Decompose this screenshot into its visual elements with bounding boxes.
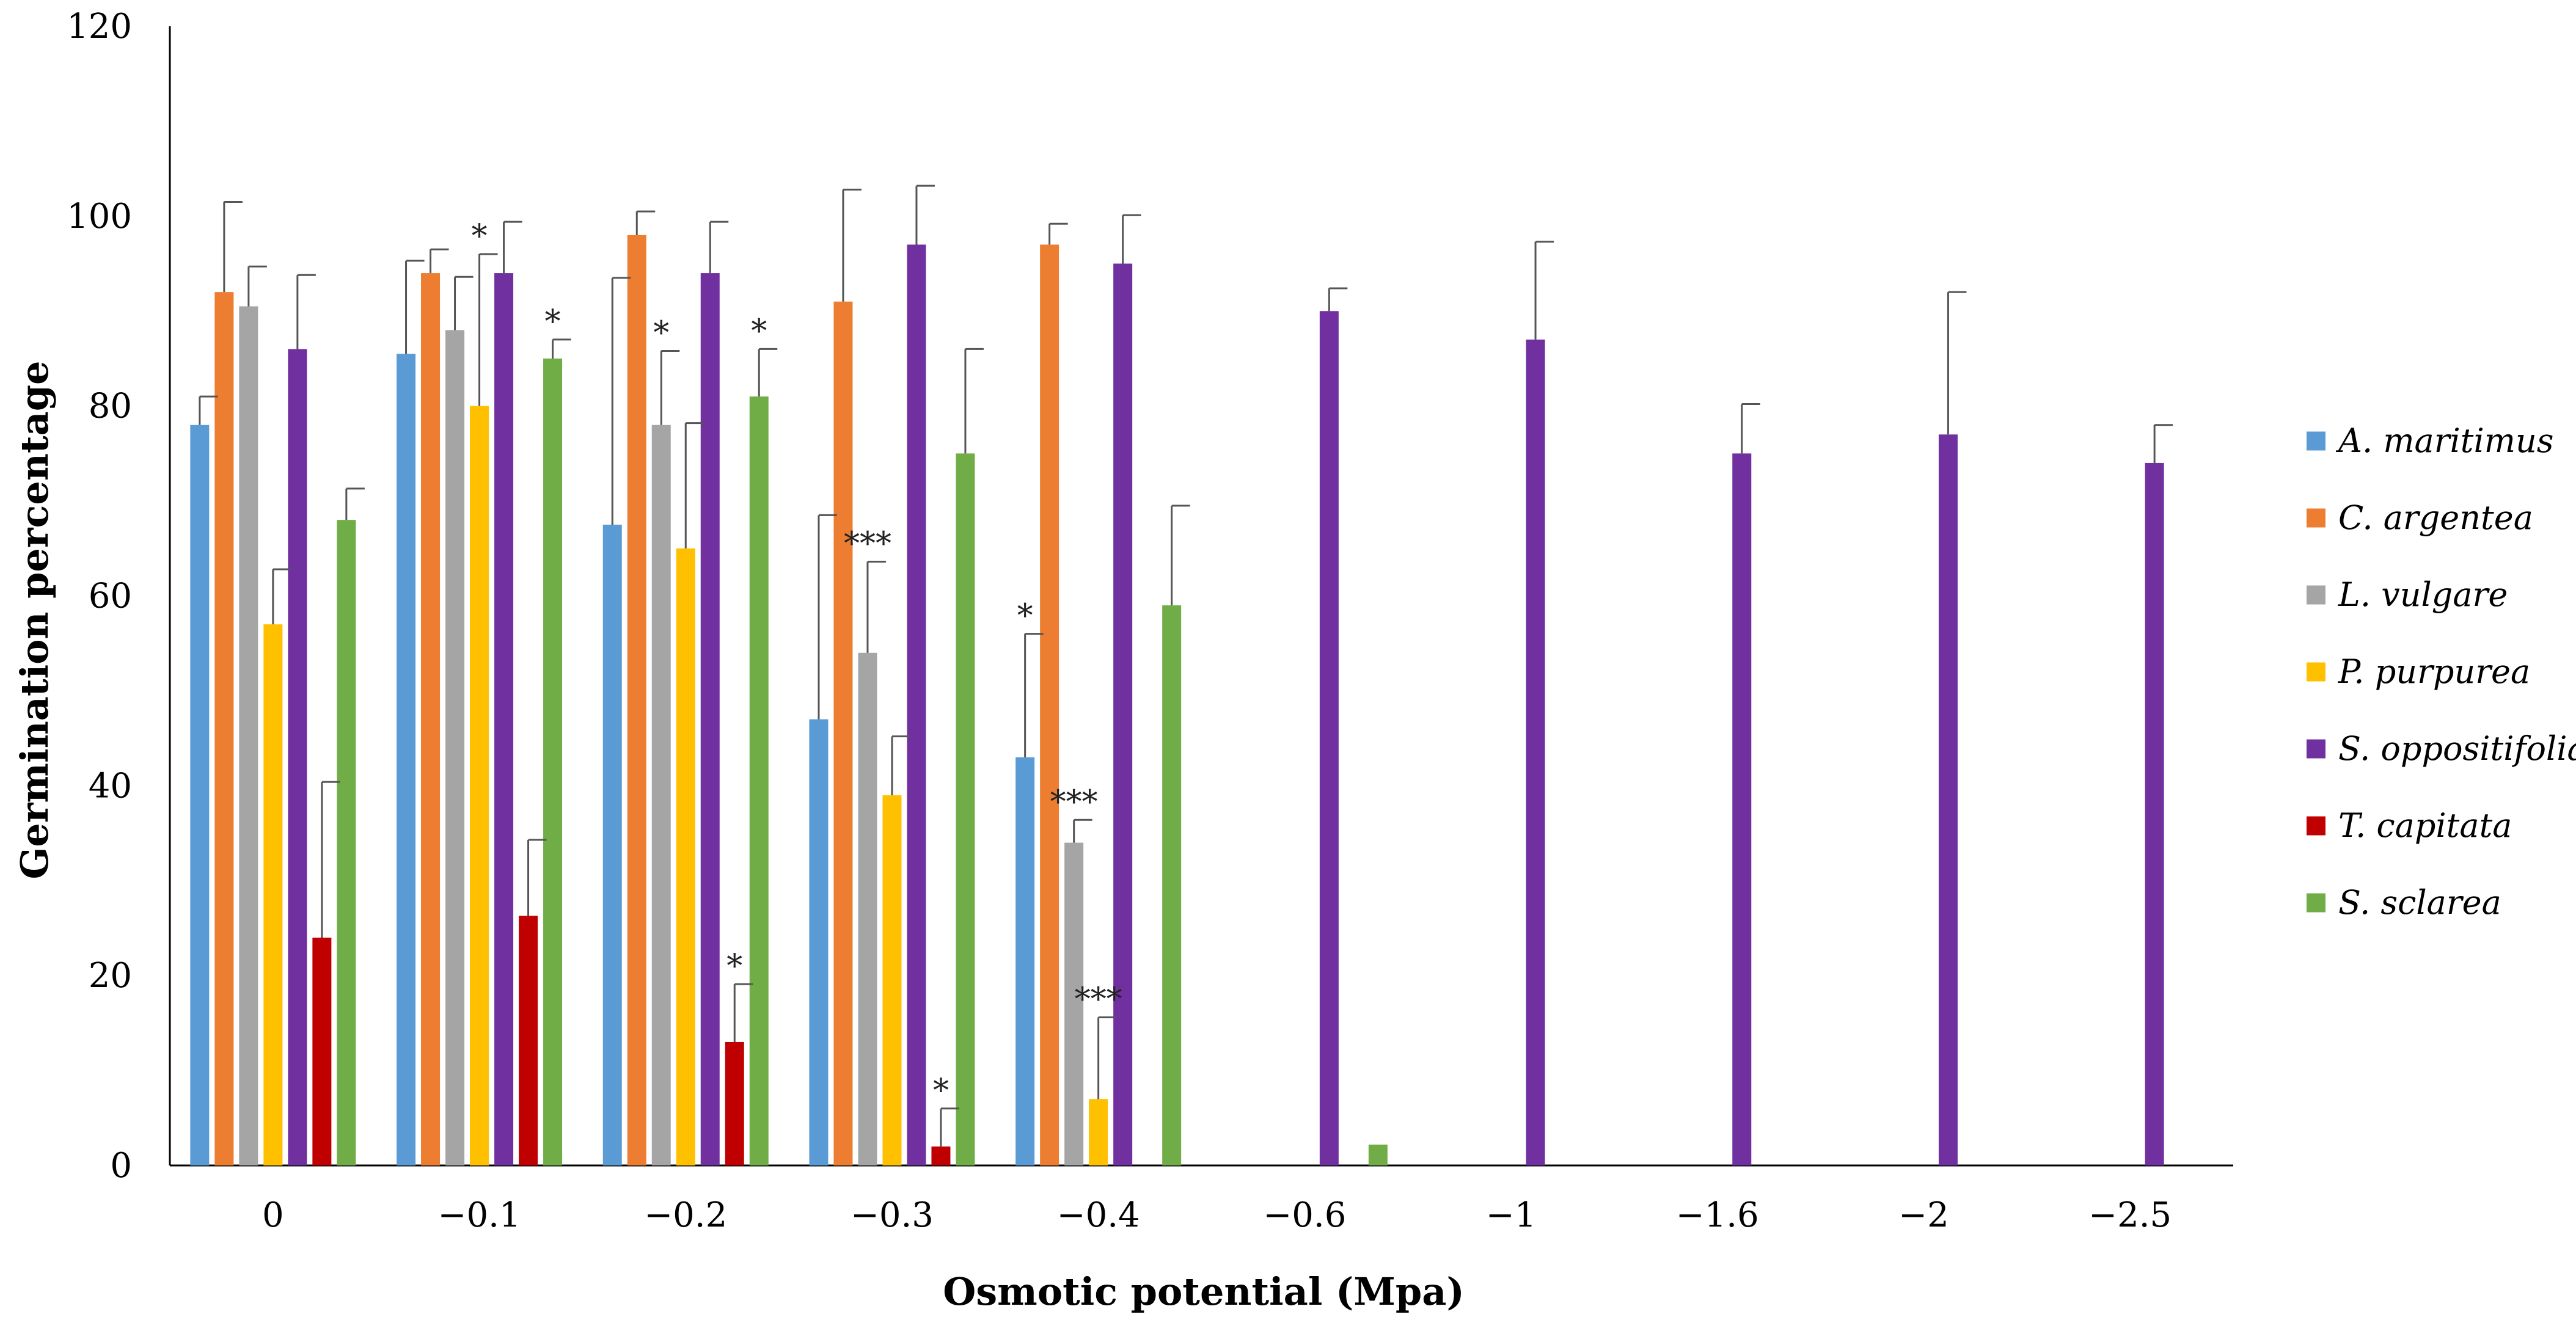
x-tick-label: −0.6 [1263,1195,1346,1235]
bar [833,301,853,1165]
legend-swatch [2307,893,2325,913]
significance-marker: * [751,313,767,349]
legend-label: C. argentea [2338,498,2533,537]
bars [190,235,2164,1166]
bar [397,354,416,1165]
legend-label: S. oppositifolia [2338,729,2576,768]
bar [1064,842,1084,1165]
bar [1015,757,1035,1165]
bar [1526,339,1545,1165]
x-tick-label: −0.4 [1057,1195,1140,1235]
bar [627,235,646,1166]
bar [749,396,769,1165]
significance-marker: * [545,304,561,340]
legend-swatch [2307,585,2325,605]
significance-marker: *** [1050,784,1098,820]
significance-marker: * [653,315,669,352]
x-tick-label: −2 [1898,1195,1949,1235]
bar [519,916,538,1165]
legend-swatch [2307,431,2325,451]
legend-swatch [2307,816,2325,836]
bar [907,244,926,1165]
legend: A. maritimus C. argentea L. vulgare P. purp… [2307,421,2576,922]
y-tick-label: 100 [67,197,132,236]
significance-marker: * [1017,598,1033,635]
bar [2145,462,2164,1165]
y-tick-label: 120 [67,7,132,46]
legend-label: T. capitata [2338,806,2512,845]
x-tick-label: −0.2 [644,1195,727,1235]
bar [1089,1099,1108,1165]
bar [700,273,720,1165]
y-axis: 0 20 40 60 80 100 120 [67,7,171,1186]
bar [445,330,465,1166]
x-tick-label: −0.1 [438,1195,521,1235]
bar [602,524,622,1165]
bar [494,273,514,1165]
y-tick-label: 0 [110,1146,132,1186]
legend-swatch [2307,662,2325,682]
legend-label: L. vulgare [2338,575,2508,614]
y-tick-label: 40 [89,766,132,806]
legend-swatch [2307,508,2325,528]
bar [651,425,671,1165]
significance-marker: * [726,948,742,985]
bar [809,719,829,1165]
bar [470,406,489,1165]
bar [882,795,902,1165]
significance-markers: ** ************** [472,218,1122,1109]
bar [725,1041,744,1165]
bar [288,349,307,1165]
y-tick-label: 80 [89,387,132,426]
legend-swatch [2307,739,2325,759]
significance-marker: *** [844,526,891,563]
bar [931,1146,951,1165]
bar [214,292,234,1166]
legend-label: P. purpurea [2338,652,2530,691]
legend-label: A. maritimus [2335,421,2553,460]
y-tick-label: 20 [89,956,132,996]
bar [1368,1144,1388,1165]
significance-marker: *** [1075,982,1122,1018]
y-axis-title: Germination percentage [12,360,57,879]
bar [676,548,695,1165]
bar [337,520,356,1165]
x-tick-label: 0 [262,1195,284,1235]
bar [543,358,563,1166]
bar [1113,263,1133,1166]
bar [1938,434,1958,1165]
bar [239,306,258,1166]
x-tick-label: −1 [1486,1195,1537,1235]
x-axis: 0 −0.1 −0.2 −0.3 −0.4 −0.6 −1 −1.6 −2 −2.5 [170,1164,2233,1235]
significance-marker: * [933,1073,949,1109]
bar [1040,244,1059,1165]
bar [956,453,975,1165]
error-bars [199,184,2173,1147]
legend-label: S. sclarea [2338,883,2501,922]
significance-marker: * [472,218,488,255]
bar [421,273,441,1165]
x-tick-label: −1.6 [1676,1195,1759,1235]
y-tick-label: 60 [89,577,132,616]
x-axis-title: Osmotic potential (Mpa) [943,1269,1465,1314]
x-tick-label: −0.3 [851,1195,934,1235]
bar [263,624,283,1165]
x-tick-label: −2.5 [2088,1195,2172,1235]
bar [190,425,210,1165]
bar [1732,453,1752,1165]
bar [1162,605,1182,1165]
bar [858,652,877,1165]
bar [1319,311,1339,1165]
bar [312,938,332,1165]
